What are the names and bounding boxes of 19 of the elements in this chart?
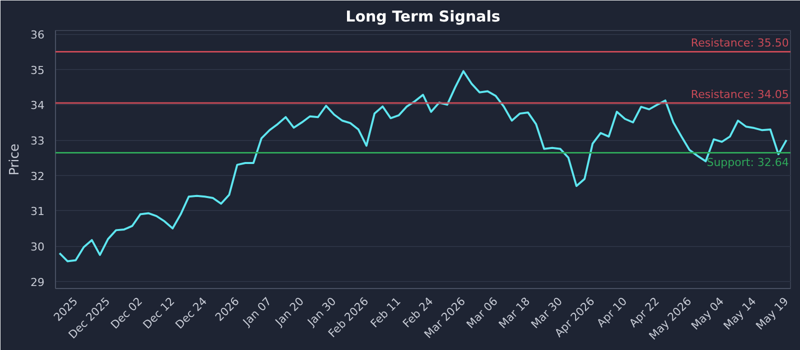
ref-line-label: Resistance: 35.50 xyxy=(690,36,789,50)
x-tick-label: Feb 11 xyxy=(368,294,404,330)
x-tick-label: Dec 24 xyxy=(172,294,210,332)
y-tick-label: 34 xyxy=(30,99,45,112)
y-tick-label: 35 xyxy=(30,64,45,77)
y-tick-label: 31 xyxy=(30,205,45,218)
y-tick-label: 29 xyxy=(30,276,45,289)
x-tick-label: Jan 20 xyxy=(272,294,306,330)
ref-line-label: Resistance: 34.05 xyxy=(690,88,789,101)
x-tick-label: Apr 10 xyxy=(594,294,630,330)
y-tick-label: 33 xyxy=(30,134,45,148)
y-tick-label: 30 xyxy=(30,240,45,254)
line-series xyxy=(58,70,788,262)
y-axis-title: Price xyxy=(8,144,23,176)
y-tick-label: 36 xyxy=(30,28,45,42)
x-tick-label: Jan 07 xyxy=(240,294,274,330)
chart-title: Long Term Signals xyxy=(346,8,500,26)
ref-line-label: Support: 32.64 xyxy=(706,156,789,169)
y-tick-label: 32 xyxy=(30,170,45,183)
